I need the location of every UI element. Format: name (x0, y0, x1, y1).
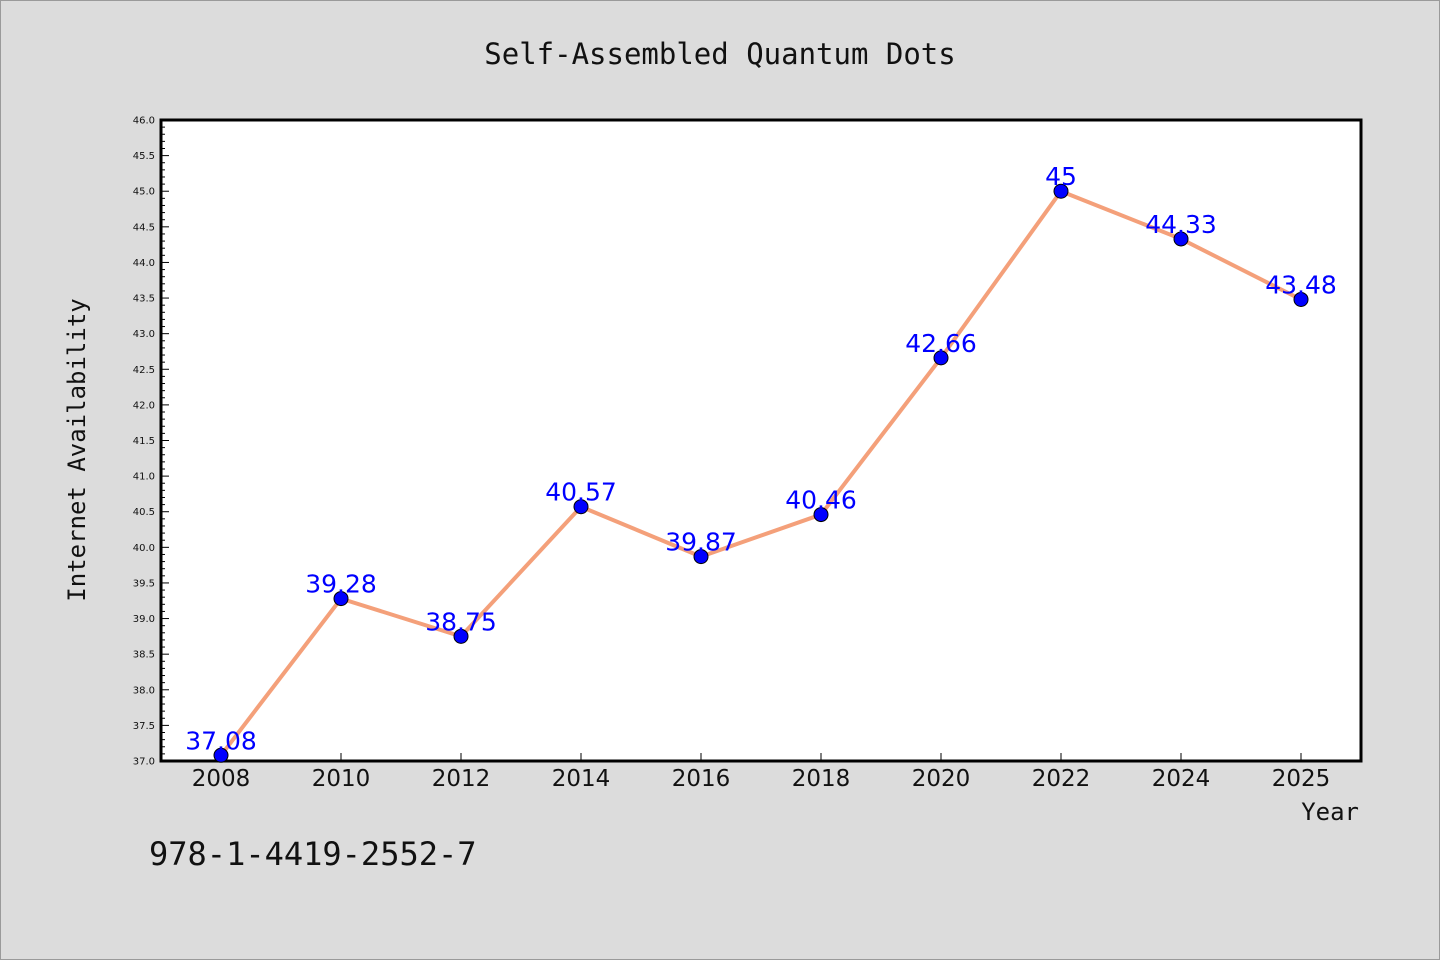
data-point (573, 499, 589, 515)
y-tick-label: 39.0 (133, 614, 155, 625)
series-line (219, 189, 1302, 757)
y-tick-label: 38.0 (133, 685, 155, 696)
y-tick-label: 43.0 (133, 329, 155, 340)
series-layer: 37.08 39.28 38.75 40.57 39.87 40.46 42.66 45 44.… (185, 162, 1337, 763)
data-label: 42.66 (905, 329, 977, 358)
data-label: 38.75 (425, 607, 497, 636)
chart-title: Self-Assembled Quantum Dots (484, 37, 955, 71)
x-axis-label: Year (1301, 798, 1359, 826)
y-tick-label: 37.0 (133, 757, 155, 768)
y-tick-label: 45.5 (133, 151, 155, 162)
data-point (813, 507, 829, 523)
data-label: 44.33 (1145, 210, 1217, 239)
y-tick-label: 39.5 (133, 578, 155, 589)
y-tick-label: 41.0 (133, 472, 155, 483)
data-point (1173, 231, 1189, 247)
y-tick-label: 37.5 (133, 721, 155, 732)
data-point (213, 747, 229, 763)
x-tick-label: 2008 (192, 766, 251, 792)
data-point (1293, 291, 1309, 307)
y-tick-label: 42.0 (133, 400, 155, 411)
data-label: 40.46 (785, 486, 857, 515)
y-tick-label: 42.5 (133, 365, 155, 376)
data-label: 39.28 (305, 570, 377, 599)
data-point (693, 549, 709, 565)
x-tick-label: 2014 (552, 766, 611, 792)
x-tick-label: 2010 (312, 766, 371, 792)
y-tick-label: 38.5 (133, 650, 155, 661)
y-tick-label: 46.0 (133, 116, 155, 127)
data-label: 40.57 (545, 478, 617, 507)
data-point (1053, 183, 1069, 199)
y-tick-label: 40.0 (133, 543, 155, 554)
y-axis-label: Internet Availability (63, 298, 91, 601)
x-tick-label: 2018 (792, 766, 851, 792)
x-tick-label: 2012 (432, 766, 491, 792)
data-label: 45 (1045, 162, 1077, 191)
y-tick-label: 43.5 (133, 294, 155, 305)
x-tick-label: 2025 (1272, 766, 1331, 792)
x-tick-label: 2022 (1032, 766, 1091, 792)
y-tick-label: 44.5 (133, 222, 155, 233)
isbn-text: 978-1-4419-2552-7 (149, 835, 477, 873)
data-label: 37.08 (185, 726, 257, 755)
y-tick-label: 40.5 (133, 507, 155, 518)
y-tick-label: 45.0 (133, 187, 155, 198)
y-axis: 37.0 37.5 38.0 38.5 39.0 39.5 40.0 40.5 41.0 41.5… (133, 116, 169, 768)
data-label: 43.48 (1265, 270, 1337, 299)
x-tick-label: 2024 (1152, 766, 1211, 792)
data-point (933, 350, 949, 366)
x-axis: 2008 2010 2012 2014 2016 2018 2020 2022 2024 2025 (192, 753, 1331, 792)
y-tick-label: 44.0 (133, 258, 155, 269)
data-label: 39.87 (665, 528, 737, 557)
plot-area (159, 118, 1363, 763)
x-tick-label: 2020 (912, 766, 971, 792)
data-point (333, 591, 349, 607)
x-tick-label: 2016 (672, 766, 731, 792)
y-tick-label: 41.5 (133, 436, 155, 447)
data-point (453, 628, 469, 644)
